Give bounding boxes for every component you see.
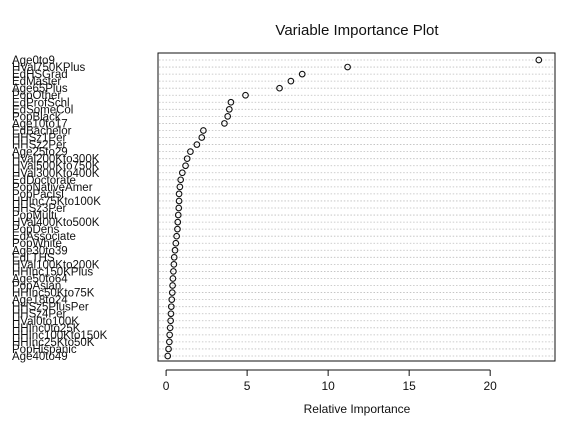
importance-point: [170, 261, 178, 268]
importance-point: [193, 141, 201, 148]
variable-label: HVal200Kto300K: [12, 154, 100, 166]
importance-point: [172, 239, 180, 247]
importance-point: [276, 84, 283, 92]
importance-point: [174, 218, 182, 226]
variable-label: PopDens: [12, 224, 60, 236]
importance-point: [169, 282, 176, 289]
importance-point: [167, 310, 175, 318]
importance-point: [164, 352, 172, 360]
importance-point: [183, 155, 191, 163]
variable-label: HHSz2Per: [12, 140, 66, 152]
variable-label: EdSomeCol: [12, 104, 73, 116]
importance-point: [170, 268, 177, 275]
variable-label: HVal100Kto200K: [12, 259, 100, 271]
importance-point: [176, 183, 184, 191]
importance-point: [221, 120, 228, 127]
variable-label: PopBlack: [12, 111, 61, 123]
x-tick-label: 0: [163, 379, 170, 393]
variable-labels: Age0to9HVal750KPlusEdHSGradEdMasterAge65…: [12, 55, 108, 363]
variable-label: PopNativeAmer: [12, 182, 93, 194]
importance-point: [178, 169, 186, 177]
importance-point: [175, 190, 183, 198]
importance-point: [535, 56, 543, 64]
x-axis-label: Relative Importance: [304, 402, 411, 416]
variable-label: HVal400Kto500K: [12, 217, 100, 229]
importance-point: [166, 324, 174, 332]
variable-label: Age50to64: [12, 273, 68, 285]
variable-label: PopHispanic: [12, 344, 77, 356]
variable-label: PopAsian: [12, 281, 61, 293]
importance-point: [174, 211, 182, 219]
importance-point: [171, 246, 179, 254]
plot-frame: [157, 52, 556, 362]
x-tick-label: 15: [402, 379, 416, 393]
x-tick-label: 5: [244, 379, 251, 393]
importance-point: [198, 134, 206, 141]
variable-label: HHInc150KPlus: [12, 266, 93, 278]
variable-label: HHSz3Per: [12, 203, 66, 215]
importance-point: [225, 105, 233, 113]
importance-point: [224, 113, 232, 120]
variable-label: PopMulti: [12, 210, 57, 222]
variable-label: Age25to29: [12, 147, 68, 159]
importance-point: [165, 345, 172, 353]
variable-label: Age10to17: [12, 118, 68, 130]
importance-point: [200, 127, 207, 134]
variable-label: Age65Plus: [12, 83, 68, 95]
importance-point: [175, 204, 183, 212]
variable-label: EdProfSchl: [12, 97, 70, 109]
variable-label: HHInc25Kto50K: [12, 337, 95, 349]
variable-label: HVal500Kto750K: [12, 161, 100, 173]
variable-label: Age40to49: [12, 351, 68, 363]
variable-label: HHInc50Kto75K: [12, 288, 95, 300]
importance-point: [298, 70, 306, 78]
x-axis: 0 5 10 15 20: [163, 369, 498, 393]
variable-label: HVal0to100K: [12, 316, 79, 328]
variable-label: HVal300Kto400K: [12, 168, 100, 180]
importance-point: [173, 232, 180, 240]
variable-label: PopOther: [12, 90, 61, 102]
chart-title: Variable Importance Plot: [275, 22, 439, 39]
variable-label: HVal750KPlus: [12, 62, 86, 74]
variable-label: PopWhite: [12, 238, 62, 250]
grid-lines: [159, 59, 554, 357]
importance-point: [177, 176, 185, 184]
variable-label: EdBachelor: [12, 125, 72, 137]
importance-point: [165, 338, 173, 346]
importance-point: [182, 162, 189, 170]
variable-label: EdAssociate: [12, 231, 76, 243]
variable-label: EdDoctorate: [12, 175, 76, 187]
variable-label: Age30to39: [12, 245, 68, 257]
importance-point: [168, 296, 176, 303]
variable-label: HHInc75Kto100K: [12, 196, 101, 208]
variable-label: HHSz4Per: [12, 309, 66, 321]
importance-point: [169, 275, 177, 282]
variable-label: HHInc100Kto150K: [12, 330, 108, 342]
importance-point: [167, 317, 174, 325]
importance-point: [174, 225, 181, 233]
x-tick-label: 10: [321, 379, 335, 393]
importance-point: [227, 98, 235, 106]
x-tick-label: 20: [484, 379, 498, 393]
importance-point: [166, 331, 174, 339]
variable-label: Age18to24: [12, 295, 68, 307]
importance-point: [287, 77, 295, 85]
variable-label: Age0to9: [12, 55, 55, 67]
variable-label: HHSz1Per: [12, 133, 66, 145]
variable-label: EdLTHS: [12, 252, 55, 264]
importance-point: [242, 91, 249, 99]
importance-point: [175, 197, 183, 205]
importance-point: [170, 253, 178, 261]
variable-label: HHSz5PlusPer: [12, 302, 89, 314]
variable-label: EdHSGrad: [12, 69, 68, 81]
importance-point: [187, 148, 194, 155]
importance-point: [167, 303, 175, 311]
importance-point: [344, 63, 351, 71]
importance-points: [164, 56, 543, 360]
variable-label: PopPacIsl: [12, 189, 64, 201]
variable-label: EdMaster: [12, 76, 61, 88]
importance-point: [168, 289, 176, 296]
variable-label: HHInc0to25K: [12, 323, 81, 335]
